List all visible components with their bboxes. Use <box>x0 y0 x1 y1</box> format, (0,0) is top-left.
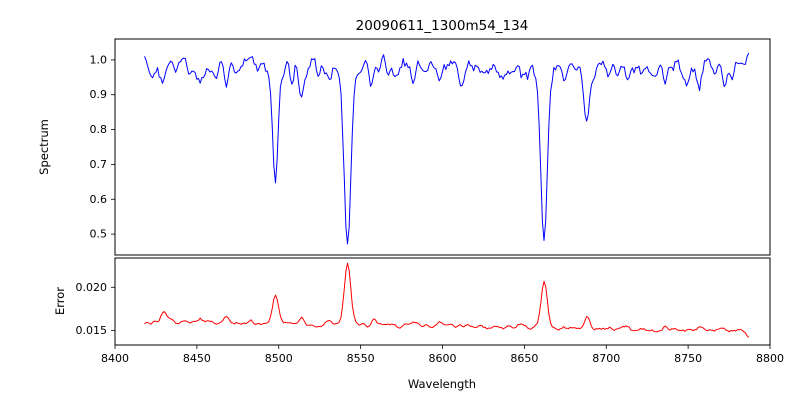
xlabel: Wavelength <box>408 377 476 391</box>
x-tick-label: 8650 <box>510 352 538 365</box>
x-tick-label: 8400 <box>101 352 129 365</box>
y-tick-label: 0.6 <box>90 193 108 206</box>
y-tick-label: 0.5 <box>90 228 108 241</box>
x-tick-label: 8450 <box>183 352 211 365</box>
x-tick-label: 8600 <box>429 352 457 365</box>
chart-title: 20090611_1300m54_134 <box>356 18 529 34</box>
error-ylabel: Error <box>53 287 67 315</box>
x-tick-label: 8700 <box>592 352 620 365</box>
y-tick-label: 0.7 <box>90 158 108 171</box>
spectrum-ylabel: Spectrum <box>37 119 51 175</box>
x-tick-label: 8800 <box>756 352 784 365</box>
y-tick-label: 0.8 <box>90 123 108 136</box>
y-tick-label: 0.9 <box>90 88 108 101</box>
spectrum-line <box>144 52 750 245</box>
spectrum-frame <box>114 38 771 256</box>
plot-layers: 0.5 0.6 0.7 0.8 0.9 1.0 0.015 0.020 8400 8450 8500… <box>76 38 784 365</box>
y-tick-label: 1.0 <box>90 53 108 66</box>
x-tick-label: 8500 <box>265 352 293 365</box>
x-tick-label: 8750 <box>674 352 702 365</box>
error-line <box>144 262 750 338</box>
error-frame <box>114 257 771 346</box>
x-tick-label: 8550 <box>347 352 375 365</box>
y-tick-label: 0.020 <box>76 281 108 294</box>
y-tick-label: 0.015 <box>76 324 108 337</box>
